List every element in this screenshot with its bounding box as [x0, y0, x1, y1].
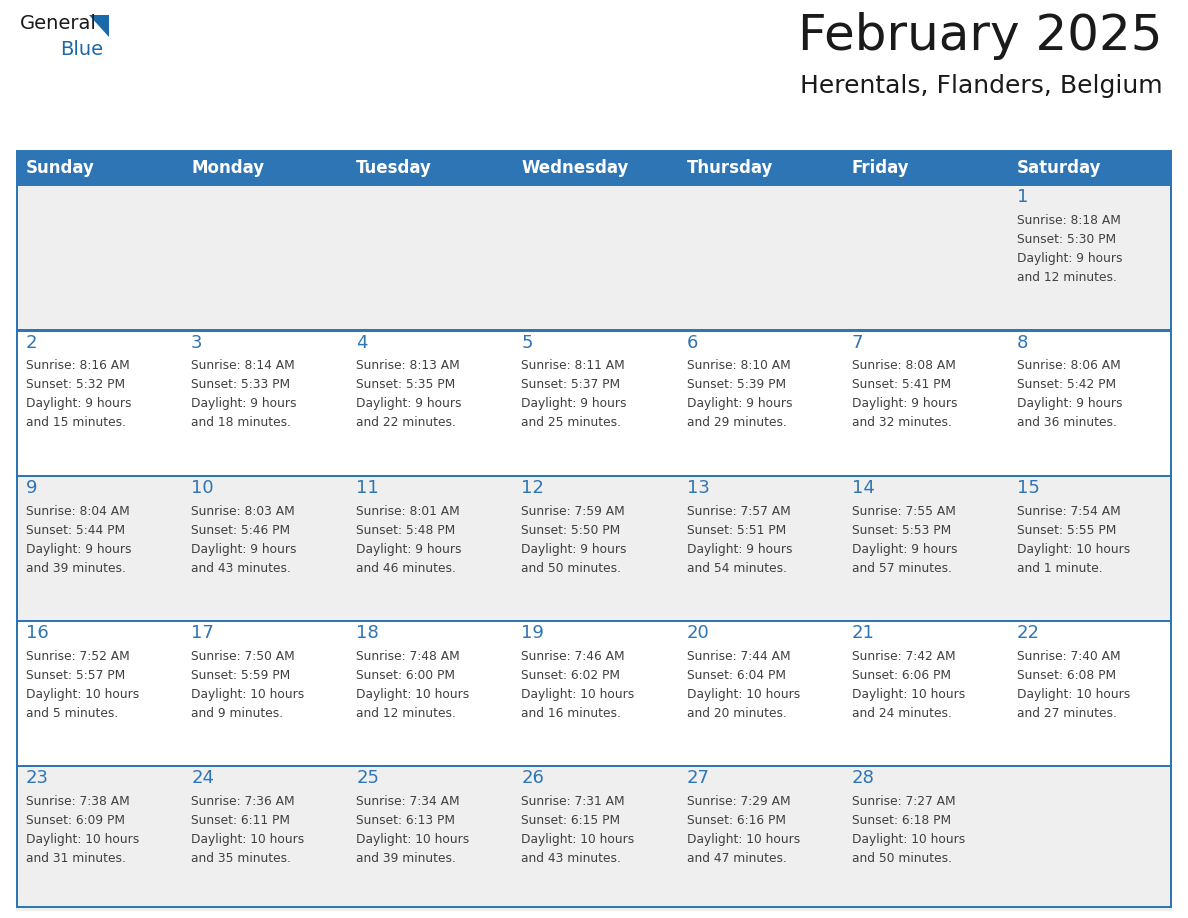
- Bar: [15, 152, 1173, 184]
- Text: Sunrise: 8:11 AM
Sunset: 5:37 PM
Daylight: 9 hours
and 25 minutes.: Sunrise: 8:11 AM Sunset: 5:37 PM Dayligh…: [522, 359, 627, 430]
- Text: Thursday: Thursday: [687, 159, 773, 177]
- Text: Sunrise: 7:59 AM
Sunset: 5:50 PM
Daylight: 9 hours
and 50 minutes.: Sunrise: 7:59 AM Sunset: 5:50 PM Dayligh…: [522, 505, 627, 575]
- Bar: [15, 620, 1173, 622]
- Bar: [15, 150, 18, 908]
- Text: Sunrise: 7:31 AM
Sunset: 6:15 PM
Daylight: 10 hours
and 43 minutes.: Sunrise: 7:31 AM Sunset: 6:15 PM Dayligh…: [522, 795, 634, 865]
- Text: 1: 1: [1017, 188, 1029, 207]
- Text: Friday: Friday: [852, 159, 909, 177]
- Bar: [15, 330, 1173, 475]
- Text: 14: 14: [852, 479, 874, 497]
- Bar: [15, 475, 1173, 620]
- Text: Sunrise: 8:14 AM
Sunset: 5:33 PM
Daylight: 9 hours
and 18 minutes.: Sunrise: 8:14 AM Sunset: 5:33 PM Dayligh…: [191, 359, 297, 430]
- Text: Sunrise: 7:52 AM
Sunset: 5:57 PM
Daylight: 10 hours
and 5 minutes.: Sunrise: 7:52 AM Sunset: 5:57 PM Dayligh…: [26, 650, 139, 720]
- Text: 17: 17: [191, 624, 214, 642]
- Text: 2: 2: [26, 333, 38, 352]
- Text: 15: 15: [1017, 479, 1040, 497]
- Text: 10: 10: [191, 479, 214, 497]
- Text: Sunday: Sunday: [26, 159, 95, 177]
- Text: Monday: Monday: [191, 159, 264, 177]
- Bar: [15, 330, 1173, 331]
- Text: Sunrise: 8:03 AM
Sunset: 5:46 PM
Daylight: 9 hours
and 43 minutes.: Sunrise: 8:03 AM Sunset: 5:46 PM Dayligh…: [191, 505, 297, 575]
- Text: 24: 24: [191, 769, 214, 788]
- Text: 3: 3: [191, 333, 203, 352]
- Text: Tuesday: Tuesday: [356, 159, 432, 177]
- Bar: [15, 766, 1173, 911]
- Text: Sunrise: 8:01 AM
Sunset: 5:48 PM
Daylight: 9 hours
and 46 minutes.: Sunrise: 8:01 AM Sunset: 5:48 PM Dayligh…: [356, 505, 462, 575]
- Text: Sunrise: 7:34 AM
Sunset: 6:13 PM
Daylight: 10 hours
and 39 minutes.: Sunrise: 7:34 AM Sunset: 6:13 PM Dayligh…: [356, 795, 469, 865]
- Text: Sunrise: 8:06 AM
Sunset: 5:42 PM
Daylight: 9 hours
and 36 minutes.: Sunrise: 8:06 AM Sunset: 5:42 PM Dayligh…: [1017, 359, 1123, 430]
- Text: Sunrise: 7:57 AM
Sunset: 5:51 PM
Daylight: 9 hours
and 54 minutes.: Sunrise: 7:57 AM Sunset: 5:51 PM Dayligh…: [687, 505, 792, 575]
- Text: Sunrise: 7:54 AM
Sunset: 5:55 PM
Daylight: 10 hours
and 1 minute.: Sunrise: 7:54 AM Sunset: 5:55 PM Dayligh…: [1017, 505, 1130, 575]
- Text: Wednesday: Wednesday: [522, 159, 628, 177]
- Text: 13: 13: [687, 479, 709, 497]
- Text: Sunrise: 7:29 AM
Sunset: 6:16 PM
Daylight: 10 hours
and 47 minutes.: Sunrise: 7:29 AM Sunset: 6:16 PM Dayligh…: [687, 795, 800, 865]
- Text: Sunrise: 8:10 AM
Sunset: 5:39 PM
Daylight: 9 hours
and 29 minutes.: Sunrise: 8:10 AM Sunset: 5:39 PM Dayligh…: [687, 359, 792, 430]
- Text: 21: 21: [852, 624, 874, 642]
- Text: Sunrise: 8:16 AM
Sunset: 5:32 PM
Daylight: 9 hours
and 15 minutes.: Sunrise: 8:16 AM Sunset: 5:32 PM Dayligh…: [26, 359, 132, 430]
- Text: Sunrise: 7:36 AM
Sunset: 6:11 PM
Daylight: 10 hours
and 35 minutes.: Sunrise: 7:36 AM Sunset: 6:11 PM Dayligh…: [191, 795, 304, 865]
- Text: 8: 8: [1017, 333, 1029, 352]
- Bar: [15, 620, 1173, 766]
- Text: Sunrise: 8:13 AM
Sunset: 5:35 PM
Daylight: 9 hours
and 22 minutes.: Sunrise: 8:13 AM Sunset: 5:35 PM Dayligh…: [356, 359, 462, 430]
- Text: 22: 22: [1017, 624, 1040, 642]
- Text: Sunrise: 7:38 AM
Sunset: 6:09 PM
Daylight: 10 hours
and 31 minutes.: Sunrise: 7:38 AM Sunset: 6:09 PM Dayligh…: [26, 795, 139, 865]
- Text: 18: 18: [356, 624, 379, 642]
- Text: 11: 11: [356, 479, 379, 497]
- Text: 7: 7: [852, 333, 864, 352]
- Bar: [15, 184, 1173, 186]
- Text: 16: 16: [26, 624, 49, 642]
- Text: 26: 26: [522, 769, 544, 788]
- Text: 28: 28: [852, 769, 874, 788]
- Polygon shape: [89, 15, 109, 37]
- Text: Sunrise: 7:55 AM
Sunset: 5:53 PM
Daylight: 9 hours
and 57 minutes.: Sunrise: 7:55 AM Sunset: 5:53 PM Dayligh…: [852, 505, 958, 575]
- Text: Blue: Blue: [61, 40, 103, 59]
- Text: Herentals, Flanders, Belgium: Herentals, Flanders, Belgium: [801, 74, 1163, 98]
- Text: Sunrise: 7:46 AM
Sunset: 6:02 PM
Daylight: 10 hours
and 16 minutes.: Sunrise: 7:46 AM Sunset: 6:02 PM Dayligh…: [522, 650, 634, 720]
- Bar: [1170, 150, 1173, 908]
- Text: Sunrise: 7:40 AM
Sunset: 6:08 PM
Daylight: 10 hours
and 27 minutes.: Sunrise: 7:40 AM Sunset: 6:08 PM Dayligh…: [1017, 650, 1130, 720]
- Text: 6: 6: [687, 333, 697, 352]
- Text: Sunrise: 7:50 AM
Sunset: 5:59 PM
Daylight: 10 hours
and 9 minutes.: Sunrise: 7:50 AM Sunset: 5:59 PM Dayligh…: [191, 650, 304, 720]
- Text: Sunrise: 7:42 AM
Sunset: 6:06 PM
Daylight: 10 hours
and 24 minutes.: Sunrise: 7:42 AM Sunset: 6:06 PM Dayligh…: [852, 650, 965, 720]
- Text: Saturday: Saturday: [1017, 159, 1101, 177]
- Text: 25: 25: [356, 769, 379, 788]
- Text: 4: 4: [356, 333, 368, 352]
- Text: Sunrise: 7:44 AM
Sunset: 6:04 PM
Daylight: 10 hours
and 20 minutes.: Sunrise: 7:44 AM Sunset: 6:04 PM Dayligh…: [687, 650, 800, 720]
- Bar: [15, 906, 1173, 908]
- Bar: [15, 475, 1173, 476]
- Text: 5: 5: [522, 333, 533, 352]
- Text: Sunrise: 8:08 AM
Sunset: 5:41 PM
Daylight: 9 hours
and 32 minutes.: Sunrise: 8:08 AM Sunset: 5:41 PM Dayligh…: [852, 359, 958, 430]
- Text: General: General: [20, 14, 97, 33]
- Text: Sunrise: 8:18 AM
Sunset: 5:30 PM
Daylight: 9 hours
and 12 minutes.: Sunrise: 8:18 AM Sunset: 5:30 PM Dayligh…: [1017, 214, 1123, 284]
- Text: Sunrise: 7:48 AM
Sunset: 6:00 PM
Daylight: 10 hours
and 12 minutes.: Sunrise: 7:48 AM Sunset: 6:00 PM Dayligh…: [356, 650, 469, 720]
- Text: 20: 20: [687, 624, 709, 642]
- Text: 27: 27: [687, 769, 709, 788]
- Text: Sunrise: 8:04 AM
Sunset: 5:44 PM
Daylight: 9 hours
and 39 minutes.: Sunrise: 8:04 AM Sunset: 5:44 PM Dayligh…: [26, 505, 132, 575]
- Text: 12: 12: [522, 479, 544, 497]
- Bar: [15, 184, 1173, 330]
- Bar: [15, 150, 1173, 152]
- Text: 9: 9: [26, 479, 38, 497]
- Bar: [15, 766, 1173, 767]
- Text: 19: 19: [522, 624, 544, 642]
- Text: 23: 23: [26, 769, 49, 788]
- Text: Sunrise: 7:27 AM
Sunset: 6:18 PM
Daylight: 10 hours
and 50 minutes.: Sunrise: 7:27 AM Sunset: 6:18 PM Dayligh…: [852, 795, 965, 865]
- Text: February 2025: February 2025: [798, 12, 1163, 60]
